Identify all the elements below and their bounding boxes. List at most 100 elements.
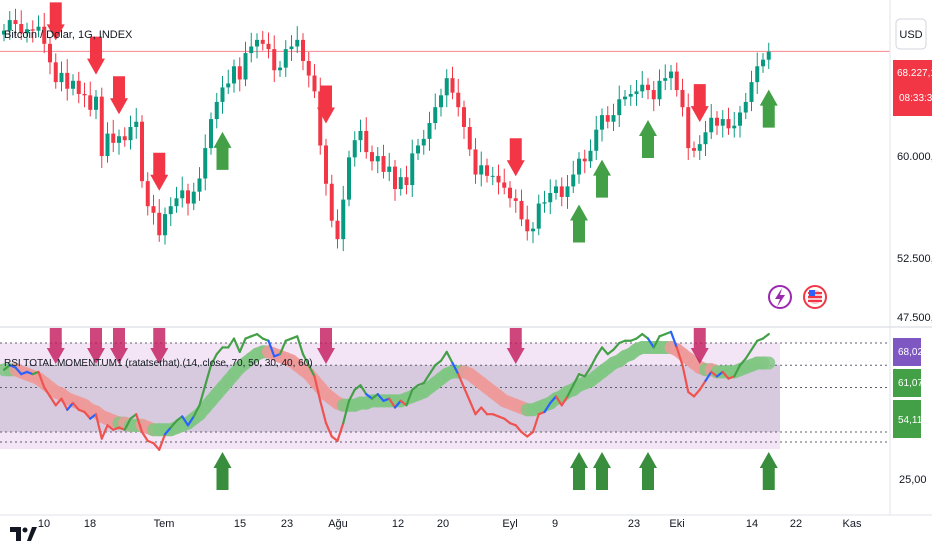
candle — [439, 88, 443, 117]
candle — [111, 119, 116, 153]
candle — [726, 107, 731, 135]
time-axis-label: 12 — [392, 518, 404, 530]
sell-arrow — [87, 36, 105, 75]
sell-arrow — [317, 85, 335, 124]
tradingview-logo[interactable] — [10, 527, 37, 541]
candle — [71, 74, 75, 96]
candle — [582, 149, 587, 174]
candle — [2, 24, 6, 42]
time-axis-label: 20 — [437, 518, 449, 530]
candle — [479, 151, 484, 187]
us-flag-icon[interactable] — [803, 285, 827, 309]
candle — [191, 182, 196, 211]
indicator-buy-arrow — [639, 452, 657, 490]
candle — [508, 181, 512, 208]
rsi-value-badge-1 — [893, 369, 921, 397]
candle — [301, 33, 305, 71]
indicator-sell-arrow — [87, 328, 105, 364]
candle — [588, 139, 593, 168]
symbol-title[interactable]: Bitcoin / Dolar, 1G, INDEX — [4, 29, 133, 41]
candle — [450, 66, 455, 100]
candle — [571, 160, 576, 193]
rsi-value-1: 61,07 — [898, 378, 923, 389]
indicator-buy-arrow — [593, 452, 611, 490]
candle — [278, 61, 282, 77]
last-price-badge — [893, 60, 932, 116]
candle — [761, 53, 765, 73]
countdown-value: 08:33:32 — [899, 93, 932, 104]
candle — [151, 194, 156, 225]
indicator-panel[interactable]: RSI TOTAL MOMENTUM1 (ratatserhat) (14, c… — [0, 328, 890, 490]
candle — [473, 138, 478, 184]
candle — [743, 92, 748, 120]
time-axis-label: Eyl — [502, 518, 517, 530]
candle — [674, 62, 679, 97]
rsi-value-2: 54,11 — [898, 415, 923, 426]
candle — [393, 160, 397, 201]
candle — [53, 53, 58, 89]
currency-box[interactable] — [895, 18, 927, 50]
rsi-tick-0: 25,00 — [899, 474, 927, 486]
indicator-buy-arrow — [570, 452, 588, 490]
candle — [266, 32, 271, 59]
price-panel[interactable]: Bitcoin / Dolar, 1G, INDEX — [0, 2, 890, 252]
candle — [600, 108, 604, 142]
candle — [467, 118, 472, 157]
candle — [76, 71, 81, 104]
candle — [490, 166, 495, 186]
candle — [697, 135, 702, 160]
rsi-value-badge-2 — [893, 400, 921, 438]
buy-arrow — [759, 89, 778, 128]
candle — [669, 64, 673, 91]
candle — [640, 71, 645, 98]
candle — [531, 222, 535, 244]
candle — [375, 147, 380, 174]
candle — [703, 120, 708, 157]
candle — [554, 179, 558, 200]
candle — [755, 52, 760, 94]
candle — [335, 209, 340, 249]
candle — [387, 152, 392, 182]
candle — [203, 134, 208, 191]
time-axis-label: 14 — [746, 518, 758, 530]
candle — [289, 35, 294, 61]
candle — [663, 64, 668, 91]
indicator-title[interactable]: RSI TOTAL MOMENTUM1 (ratatserhat) (14, c… — [4, 358, 313, 369]
sell-arrow — [46, 2, 65, 41]
candle — [680, 78, 685, 117]
candle — [105, 122, 110, 163]
candle — [312, 64, 317, 98]
candle — [433, 93, 438, 130]
candle — [214, 92, 219, 129]
candle — [226, 69, 231, 94]
candle — [220, 76, 225, 114]
candle — [404, 165, 409, 195]
candle — [548, 179, 553, 215]
candles — [2, 8, 771, 252]
time-axis-label: 22 — [790, 518, 802, 530]
candle — [709, 104, 714, 139]
candle — [720, 110, 725, 138]
candle — [628, 85, 633, 106]
sell-arrow — [150, 152, 169, 191]
candle — [559, 177, 564, 207]
candle — [186, 183, 190, 216]
price-axis[interactable]: USD 68.227,15 08:33:32 60.000,00 52.500,… — [889, 0, 932, 515]
candle — [485, 158, 489, 183]
rsi-value-badge-0 — [893, 338, 921, 366]
rsi-value-0: 68,02 — [898, 347, 923, 358]
indicator-buy-arrow — [759, 452, 778, 490]
candle — [381, 144, 386, 179]
candle — [646, 78, 650, 100]
time-axis[interactable]: 10 18 Tem 15 23 Ağu 12 20 Eyl 9 23 Eki 14 22 Kas — [38, 518, 862, 530]
candle — [749, 70, 754, 112]
candle — [738, 105, 742, 138]
candle — [94, 90, 98, 120]
indicator-sell-arrow — [110, 328, 128, 364]
candle — [122, 127, 127, 147]
candle — [237, 57, 242, 92]
lightning-icon[interactable] — [768, 285, 792, 309]
candle — [140, 115, 144, 188]
candle — [462, 100, 466, 139]
